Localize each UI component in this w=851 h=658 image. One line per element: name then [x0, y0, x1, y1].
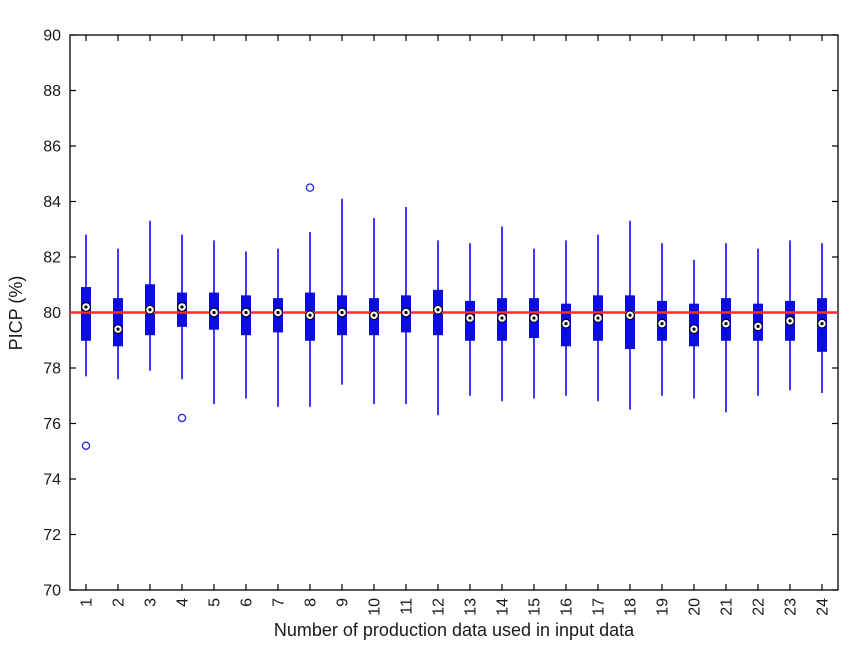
- median-dot: [372, 313, 376, 317]
- x-tick-label: 18: [623, 598, 640, 616]
- x-tick-label: 7: [271, 598, 288, 607]
- x-tick-label: 2: [111, 598, 128, 607]
- median-dot: [596, 316, 600, 320]
- box: [81, 287, 91, 341]
- outlier-point: [81, 441, 91, 450]
- outlier-point: [305, 183, 315, 192]
- y-tick-label: 76: [43, 416, 61, 433]
- x-axis-label: Number of production data used in input …: [274, 620, 635, 640]
- y-tick-label: 74: [43, 472, 61, 489]
- x-tick-label: 13: [463, 598, 480, 616]
- x-tick-label: 3: [143, 598, 160, 607]
- y-tick-label: 86: [43, 139, 61, 156]
- y-tick-label: 88: [43, 83, 61, 100]
- x-tick-label: 6: [239, 598, 256, 607]
- median-dot: [276, 310, 280, 315]
- median-dot: [244, 310, 248, 315]
- median-dot: [340, 310, 344, 315]
- median-dot: [692, 327, 696, 331]
- y-tick-label: 90: [43, 28, 61, 45]
- x-tick-label: 11: [399, 598, 416, 615]
- y-tick-label: 84: [43, 194, 61, 211]
- median-dot: [212, 310, 216, 315]
- median-dot: [756, 324, 760, 328]
- x-tick-label: 19: [655, 598, 672, 616]
- x-tick-label: 8: [303, 598, 320, 607]
- median-dot: [660, 322, 664, 326]
- y-axis-label: PICP (%): [6, 276, 26, 351]
- median-dot: [148, 308, 152, 312]
- median-dot: [468, 316, 472, 320]
- x-tick-label: 1: [79, 598, 96, 607]
- x-tick-label: 5: [207, 598, 224, 607]
- x-tick-label: 9: [335, 598, 352, 607]
- x-tick-label: 20: [687, 598, 704, 616]
- x-tick-label: 16: [559, 598, 576, 616]
- y-tick-label: 78: [43, 361, 61, 378]
- median-dot: [500, 316, 504, 320]
- median-dot: [84, 305, 88, 309]
- y-tick-label: 82: [43, 250, 61, 267]
- median-dot: [788, 319, 792, 323]
- outlier-point: [177, 413, 187, 423]
- y-tick-label: 70: [43, 583, 61, 600]
- box: [113, 298, 123, 347]
- median-dot: [436, 308, 440, 312]
- median-dot: [308, 313, 312, 317]
- x-tick-label: 17: [591, 598, 608, 616]
- median-dot: [116, 327, 120, 331]
- median-dot: [820, 322, 824, 326]
- x-tick-label: 15: [527, 598, 544, 616]
- x-tick-label: 4: [175, 598, 192, 607]
- y-tick-label: 80: [43, 305, 61, 322]
- x-tick-label: 12: [431, 598, 448, 616]
- median-dot: [724, 322, 728, 326]
- x-tick-label: 22: [751, 598, 768, 616]
- median-dot: [628, 313, 632, 317]
- x-tick-label: 14: [495, 598, 512, 616]
- x-tick-label: 24: [815, 598, 832, 616]
- x-tick-label: 10: [367, 598, 384, 616]
- median-dot: [532, 316, 536, 320]
- median-dot: [180, 305, 184, 309]
- box: [625, 295, 635, 350]
- x-tick-label: 23: [783, 598, 800, 616]
- median-dot: [404, 310, 408, 315]
- x-tick-label: 21: [719, 598, 736, 616]
- median-dot: [564, 322, 568, 326]
- y-tick-label: 72: [43, 527, 61, 544]
